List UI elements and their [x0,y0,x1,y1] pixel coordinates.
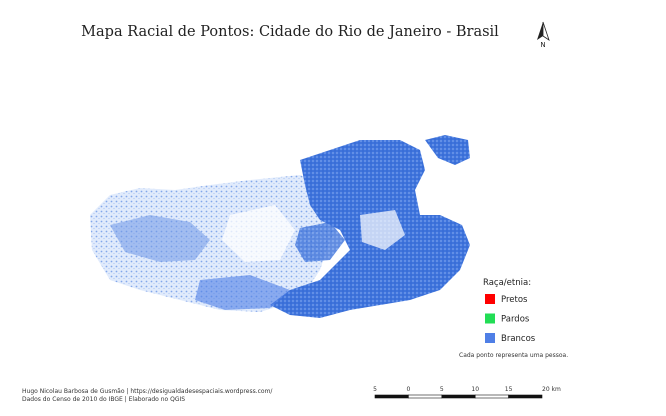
scale-label: 20 km [542,386,561,393]
credit-line: Dados do Censo de 2010 do IBGE | Elabora… [22,396,185,403]
legend-swatch [485,313,495,324]
legend-label: Pardos [501,315,530,325]
scale-label: 5 [440,386,444,393]
scale-segment [474,394,509,399]
map-title: Mapa Racial de Pontos: Cidade do Rio de … [81,24,499,40]
scale-segment [408,394,443,399]
scale-segment [441,394,476,399]
scale-segment [374,394,409,399]
legend-swatch [485,294,495,304]
credit-line: Hugo Nicolau Barbosa de Gusmão | https:/… [22,388,273,395]
scale-label: 5 [373,386,377,393]
city-map [90,135,470,318]
scale-label: 10 [471,386,479,393]
legend-label: Pretos [501,295,528,305]
scale-label: 15 [505,386,513,393]
scale-label: 0 [406,386,410,393]
scale-bar: 5 0 5 10 15 20 km [373,386,561,399]
legend: Raça/etnia: Pretos Pardos Brancos [483,278,536,344]
legend-label: Brancos [501,334,536,344]
legend-note: Cada ponto representa uma pessoa. [459,352,568,359]
north-arrow: N [537,21,550,49]
north-label: N [540,41,545,49]
legend-title: Raça/etnia: [483,278,531,288]
scale-segment [508,394,543,399]
legend-swatch [485,333,495,343]
